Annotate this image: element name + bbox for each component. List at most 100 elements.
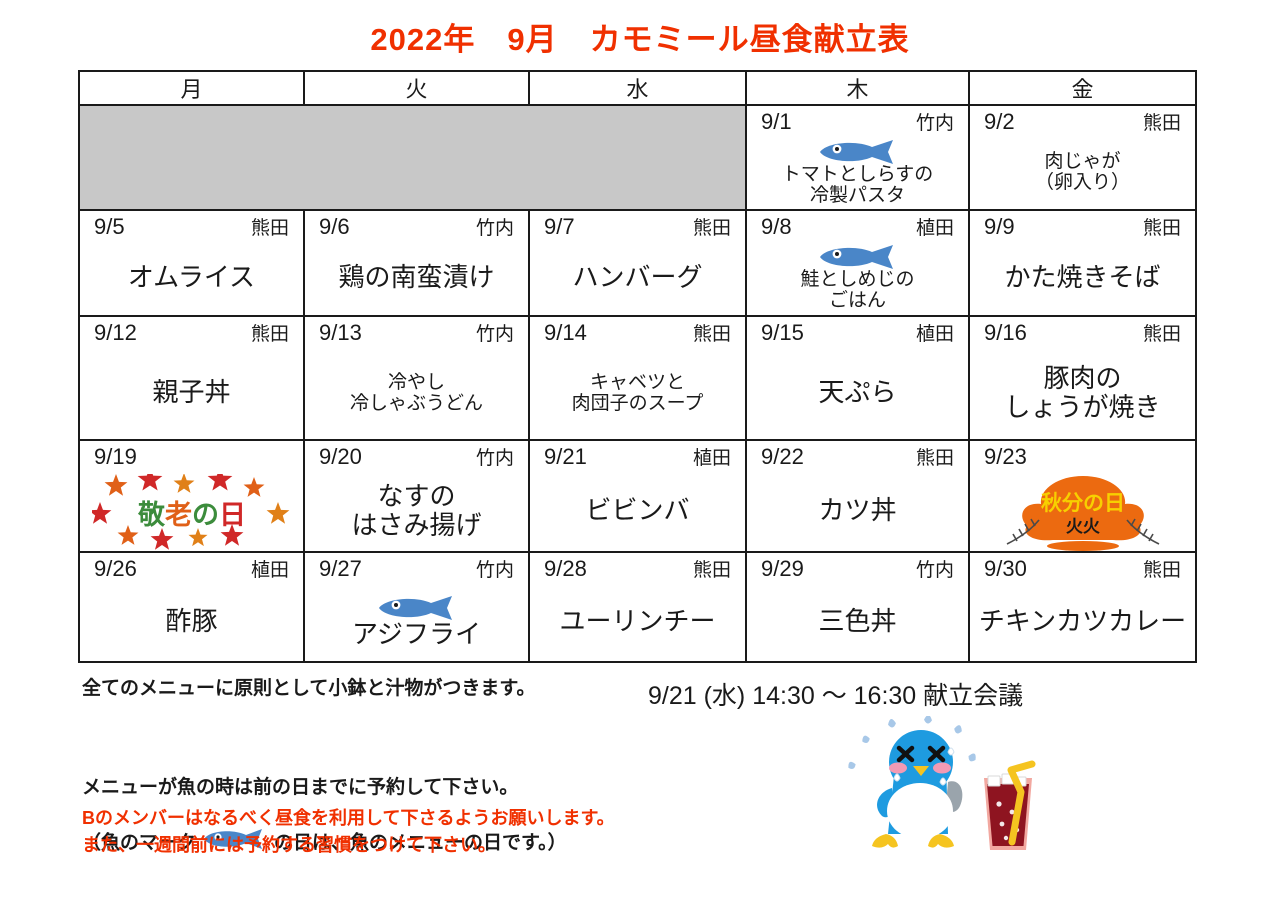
note-fish-reservation: メニューが魚の時は前の日までに予約して下さい。 （魚のマーク の日は、魚のメニュー… bbox=[82, 746, 567, 857]
day-date: 9/27 bbox=[319, 556, 362, 581]
day-menu: なすの はさみ揚げ bbox=[351, 480, 482, 540]
calendar-day-cell[interactable]: 9/12 熊田 親子丼 bbox=[78, 315, 305, 441]
day-date: 9/28 bbox=[544, 556, 587, 581]
day-date: 9/20 bbox=[319, 444, 362, 469]
calendar-week-row: 9/26 植田 酢豚 9/27 竹内 アジフライ 9/28 熊田 ユーリンチー 9/29 竹内 三色丼… bbox=[78, 551, 1197, 663]
weekday-header-wed: 水 bbox=[528, 70, 747, 106]
calendar-day-cell[interactable]: 9/8 植田鮭としめじの ごはん bbox=[745, 209, 970, 317]
day-menu: カツ丼 bbox=[818, 495, 897, 526]
calendar-day-cell[interactable]: 9/9 熊田かた焼きそば bbox=[968, 209, 1197, 317]
day-date: 9/26 bbox=[94, 556, 137, 581]
fish-icon bbox=[200, 828, 270, 854]
day-staff: 竹内 bbox=[475, 218, 514, 239]
note-side-dishes: 全てのメニューに原則として小鉢と汁物がつきます。 bbox=[82, 678, 536, 699]
keiro-no-hi-graphic: 敬老の日 bbox=[91, 473, 289, 550]
day-menu: アジフライ bbox=[352, 618, 481, 649]
day-menu: ビビンバ bbox=[585, 495, 690, 526]
calendar-day-cell[interactable]: 9/2 熊田 肉じゃが （卵入り） bbox=[968, 104, 1197, 211]
maple-leaves-icon bbox=[91, 473, 289, 550]
day-date: 9/19 bbox=[94, 444, 137, 469]
calendar-day-cell[interactable]: 9/22 熊田カツ丼 bbox=[745, 439, 970, 553]
holiday-graphic: 敬老の日 bbox=[80, 469, 303, 554]
calendar-day-cell[interactable]: 9/13 竹内 冷やし 冷しゃぶうどん bbox=[303, 315, 530, 441]
weekday-header-mon: 月 bbox=[78, 70, 305, 106]
svg-text:敬老の日: 敬老の日 bbox=[137, 500, 246, 530]
wheat-icon bbox=[1006, 518, 1159, 545]
calendar-day-cell[interactable]: 9/1 竹内 トマトとしらすの 冷製パスタ bbox=[745, 104, 970, 211]
day-menu: 冷やし 冷しゃぶうどん bbox=[349, 371, 483, 414]
fish-icon-wrap bbox=[815, 139, 901, 164]
day-menu: 鮭としめじの ごはん bbox=[800, 269, 915, 312]
day-date: 9/29 bbox=[761, 556, 804, 581]
day-date: 9/2 bbox=[984, 109, 1015, 134]
calendar-week-row: 9/19 敬老の日 9/20 竹内なすの はさみ揚げ 9/21 植田ビビンバ 9/22 熊田カ… bbox=[78, 439, 1197, 554]
calendar-day-cell[interactable]: 9/26 植田酢豚 bbox=[78, 551, 305, 663]
day-date: 9/8 bbox=[761, 214, 792, 239]
calendar-body: 9/1 竹内 トマトとしらすの 冷製パスタ 9/2 熊田 肉じゃが （卵入り） 9/5 熊田オ… bbox=[78, 104, 1197, 663]
calendar-day-cell[interactable]: 9/21 植田ビビンバ bbox=[528, 439, 747, 553]
day-menu: 豚肉の しょうが焼き bbox=[1004, 362, 1161, 422]
sweat-drops-icon bbox=[848, 715, 976, 769]
note-fish-line2-post: の日は、魚のメニューの日です。） bbox=[274, 831, 567, 853]
day-date: 9/16 bbox=[984, 320, 1027, 345]
calendar-day-cell[interactable]: 9/28 熊田 ユーリンチー bbox=[528, 551, 747, 663]
day-staff: 熊田 bbox=[1142, 113, 1181, 134]
day-menu: キャベツと 肉団子のスープ bbox=[571, 371, 704, 414]
calendar-day-cell[interactable]: 9/14 熊田キャベツと 肉団子のスープ bbox=[528, 315, 747, 441]
fish-icon bbox=[819, 139, 893, 164]
day-staff: 植田 bbox=[915, 218, 954, 239]
day-date: 9/22 bbox=[761, 444, 804, 469]
x-eyes-icon bbox=[896, 745, 946, 763]
day-staff: 植田 bbox=[692, 448, 731, 469]
calendar-day-cell[interactable]: 9/15 植田 天ぷら bbox=[745, 315, 970, 441]
note-fish-line2-pre: （魚のマーク bbox=[82, 831, 197, 853]
day-staff: 竹内 bbox=[475, 560, 514, 581]
day-staff: 熊田 bbox=[692, 324, 731, 345]
iced-drink-icon bbox=[984, 760, 1036, 850]
calendar-day-cell[interactable]: 9/6 竹内 鶏の南蛮漬け bbox=[303, 209, 530, 317]
note-b-members: Bのメンバーはなるべく昼食を利用して下さるようお願いします。 また、一週間前には… bbox=[82, 808, 615, 855]
day-staff: 植田 bbox=[250, 560, 289, 581]
day-menu: 鶏の南蛮漬け bbox=[338, 262, 495, 293]
calendar-day-cell[interactable]: 9/7 熊田 ハンバーグ bbox=[528, 209, 747, 317]
calendar-day-cell[interactable]: 9/30 熊田 チキンカツカレー bbox=[968, 551, 1197, 663]
day-date: 9/14 bbox=[544, 320, 587, 345]
day-staff: 熊田 bbox=[1142, 560, 1181, 581]
penguin-mascot-illustration bbox=[836, 715, 1076, 871]
menu-calendar-table: 月 火 水 木 金 9/1 竹内 トマトとしらすの 冷製パスタ 9/2 熊田 肉じゃが （… bbox=[78, 70, 1197, 663]
calendar-week-row: 9/12 熊田 親子丼 9/13 竹内 冷やし 冷しゃぶうどん 9/14 熊田 キャベツと 肉団… bbox=[78, 315, 1197, 441]
day-menu: 親子丼 bbox=[152, 377, 231, 408]
day-date: 9/7 bbox=[544, 214, 575, 239]
day-staff: 竹内 bbox=[915, 113, 954, 134]
day-menu: かた焼きそば bbox=[1004, 262, 1161, 293]
weekday-header-tue: 火 bbox=[303, 70, 530, 106]
day-staff: 竹内 bbox=[475, 324, 514, 345]
day-date: 9/23 bbox=[984, 444, 1027, 469]
note-fish-line1: メニューが魚の時は前の日までに予約して下さい。 bbox=[82, 776, 519, 798]
day-staff: 熊田 bbox=[1142, 324, 1181, 345]
page-title: 2022年 9月 カモミール昼食献立表 bbox=[370, 22, 910, 57]
calendar-day-cell[interactable]: 9/27 竹内アジフライ bbox=[303, 551, 530, 663]
calendar-day-cell[interactable]: 9/5 熊田 オムライス bbox=[78, 209, 305, 317]
day-menu: 酢豚 bbox=[165, 606, 218, 637]
day-staff: 竹内 bbox=[475, 448, 514, 469]
calendar-day-cell[interactable]: 9/19 敬老の日 bbox=[78, 439, 305, 554]
day-menu: 三色丼 bbox=[818, 606, 897, 637]
calendar-day-cell[interactable]: 9/20 竹内なすの はさみ揚げ bbox=[303, 439, 530, 553]
calendar-cell-empty bbox=[78, 104, 747, 211]
day-date: 9/9 bbox=[984, 214, 1015, 239]
meeting-schedule: 9/21 (水) 14:30 ～ 16:30 献立会議 bbox=[648, 682, 1024, 710]
weekday-header-thu: 木 bbox=[745, 70, 970, 106]
fish-icon-wrap bbox=[374, 595, 460, 620]
weekday-header-row: 月 火 水 木 金 bbox=[78, 70, 1197, 106]
calendar-day-cell[interactable]: 9/16 熊田豚肉の しょうが焼き bbox=[968, 315, 1197, 441]
calendar-day-cell[interactable]: 9/23 秋分の日 火火 bbox=[968, 439, 1197, 553]
calendar-day-cell[interactable]: 9/29 竹内 三色丼 bbox=[745, 551, 970, 663]
day-staff: 熊田 bbox=[1142, 218, 1181, 239]
day-staff: 熊田 bbox=[250, 218, 289, 239]
day-date: 9/21 bbox=[544, 444, 587, 469]
day-staff: 熊田 bbox=[915, 448, 954, 469]
day-date: 9/1 bbox=[761, 109, 792, 134]
